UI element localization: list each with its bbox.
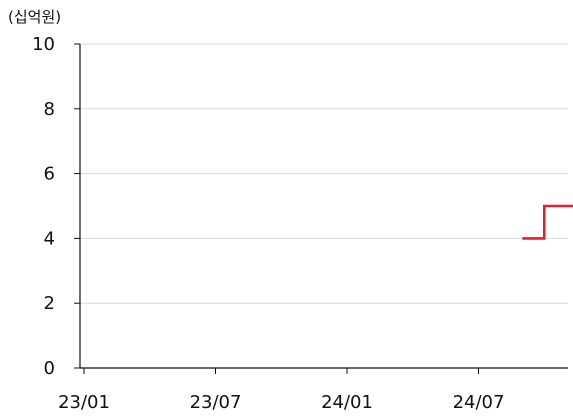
y-tick-label-0: 0 [44, 358, 55, 379]
y-tick-label-4: 4 [44, 228, 55, 249]
gridlines [80, 43, 568, 304]
series-line-0 [522, 204, 573, 240]
y-axis-unit-label: (십억원) [8, 8, 62, 26]
x-tick-label-23/01: 23/01 [58, 392, 110, 413]
y-tick-label-2: 2 [44, 293, 55, 314]
y-tick-label-8: 8 [44, 99, 55, 120]
y-tick-label-10: 10 [32, 34, 55, 55]
x-tick-label-24/07: 24/07 [453, 392, 505, 413]
x-tick-label-24/01: 24/01 [321, 392, 373, 413]
axes [79, 44, 568, 369]
y-tick-label-6: 6 [44, 164, 55, 185]
x-axis-ticks: 23/01 23/07 24/01 24/07 [58, 368, 504, 413]
y-axis-ticks: 0 2 4 6 8 10 [32, 34, 80, 379]
x-tick-label-23/07: 23/07 [190, 392, 242, 413]
series-group [522, 204, 573, 240]
